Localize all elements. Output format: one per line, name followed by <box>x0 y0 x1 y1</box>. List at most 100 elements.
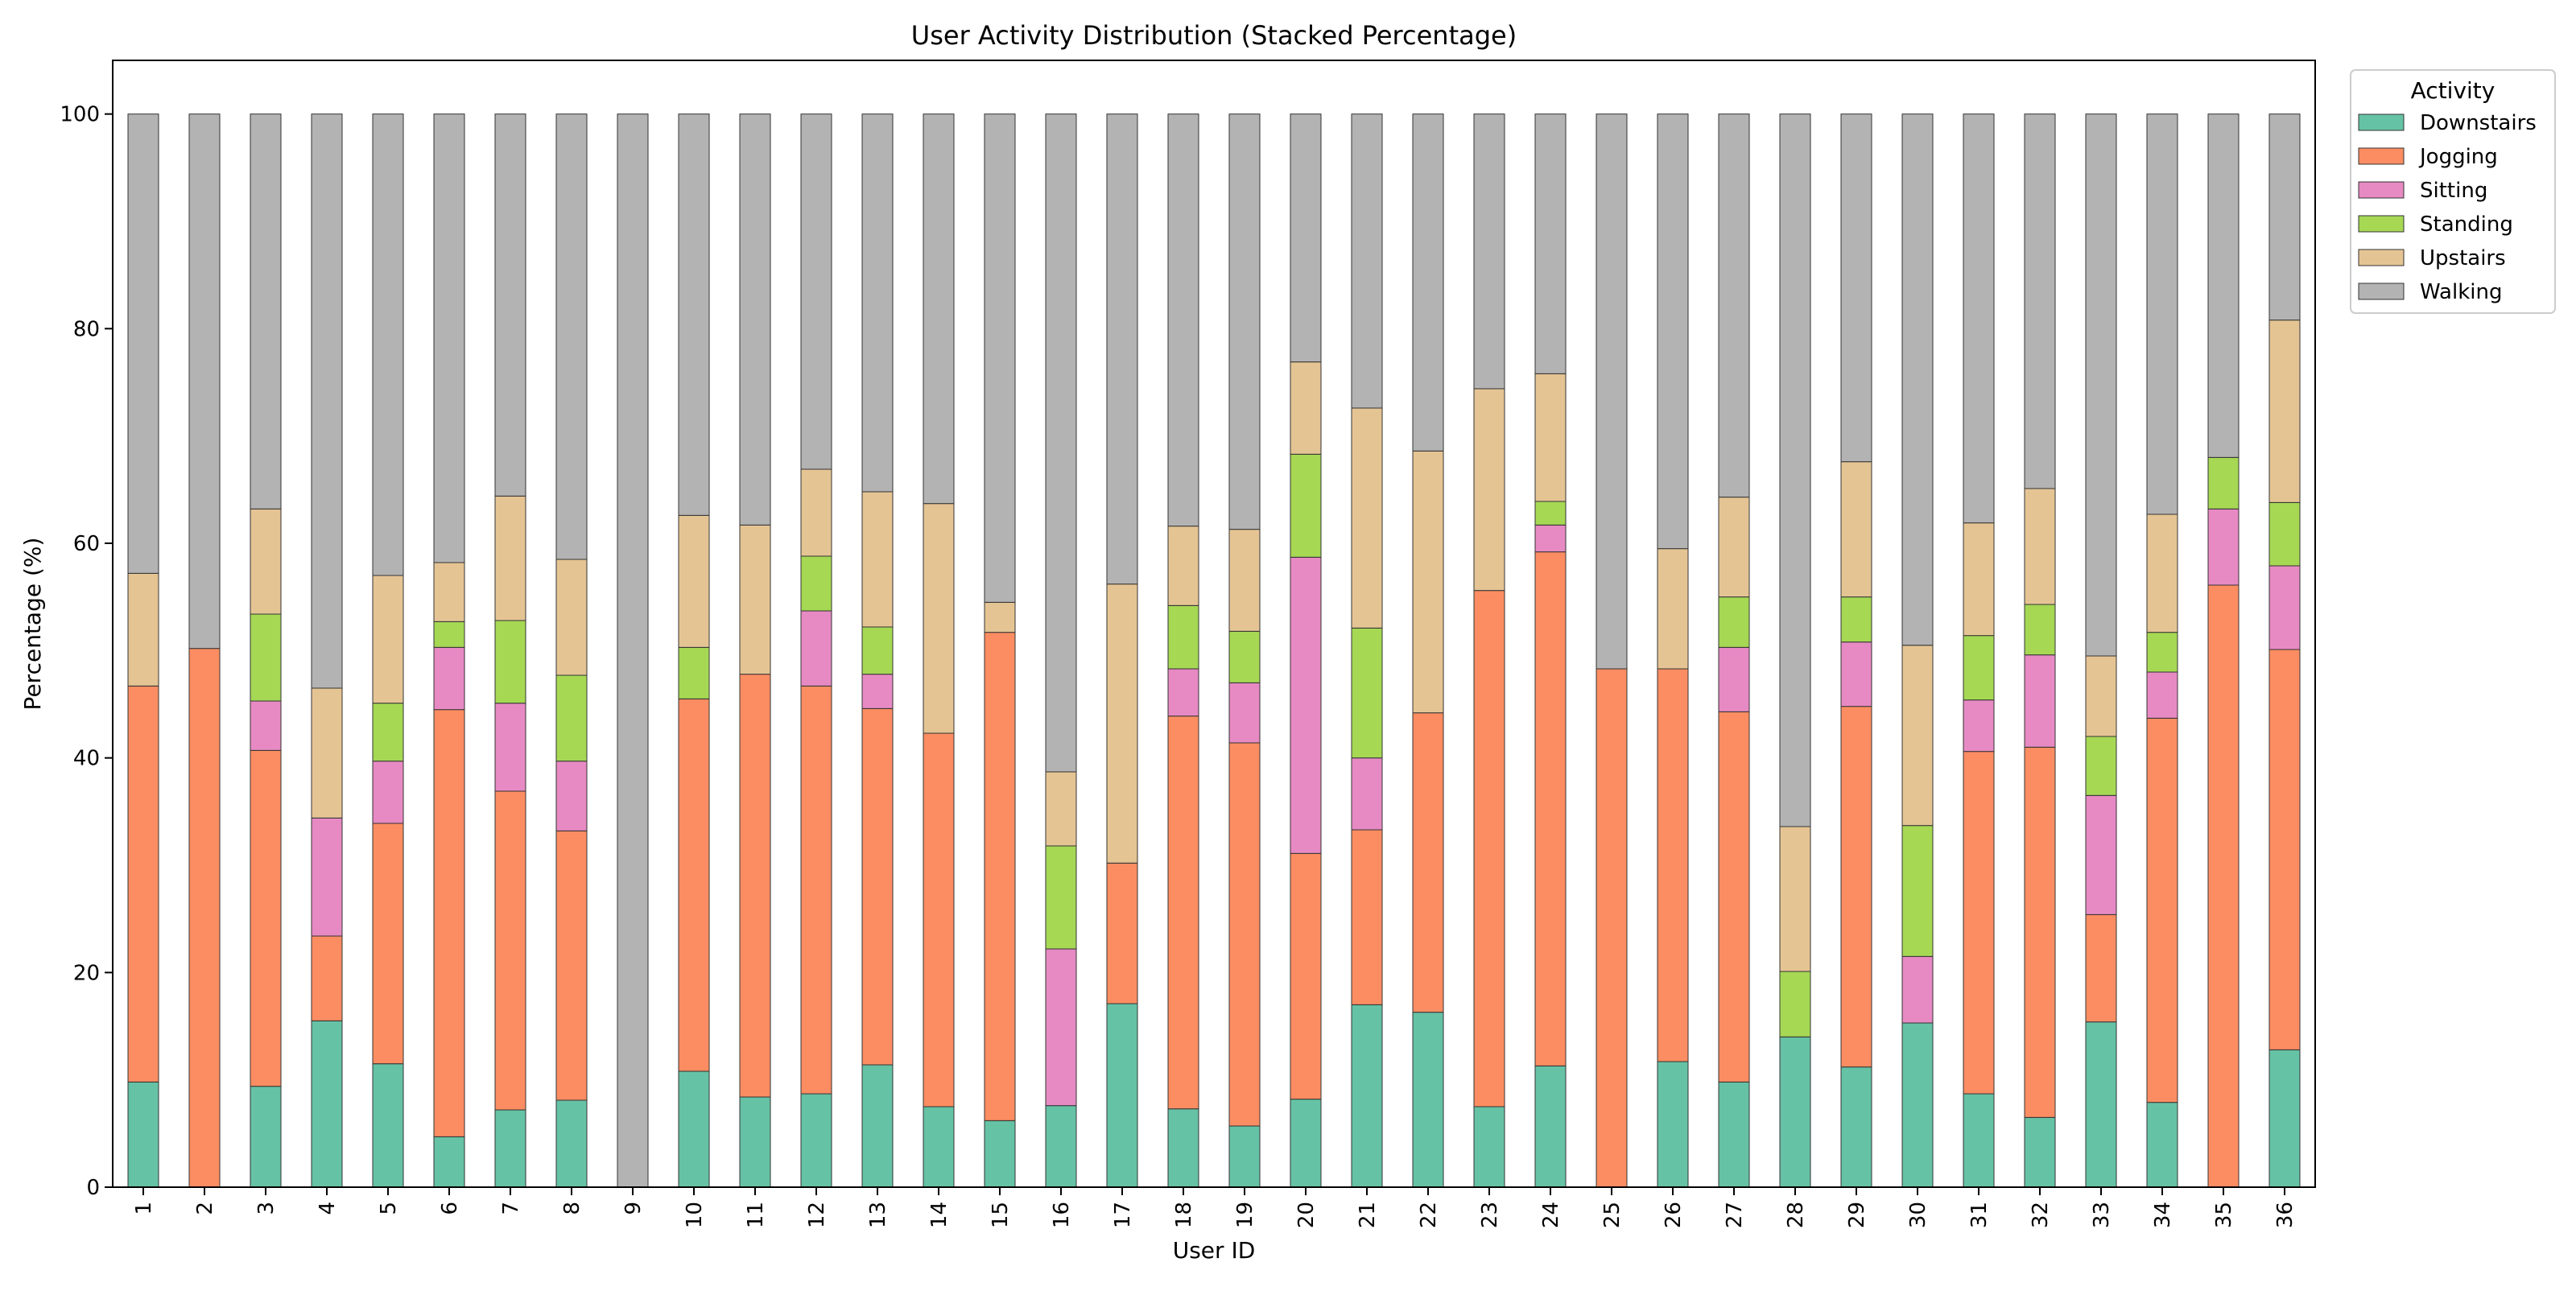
bar-segment-user-36-walking <box>2268 113 2301 321</box>
bar-segment-user-4-walking <box>311 113 343 689</box>
legend: Activity Downstairs Jogging Sitting Standin… <box>2350 69 2556 314</box>
bar-segment-user-3-downstairs <box>250 1086 282 1188</box>
x-tick-label: 26 <box>1662 1202 1686 1228</box>
bar-segment-user-7-downstairs <box>494 1109 526 1188</box>
legend-label-jogging: Jogging <box>2418 145 2498 169</box>
bar-segment-user-13-downstairs <box>861 1064 894 1188</box>
bar-segment-user-1-jogging <box>127 685 159 1083</box>
bar-segment-user-34-standing <box>2146 632 2178 673</box>
bar-segment-user-5-downstairs <box>372 1063 404 1188</box>
bar-segment-user-1-upstairs <box>127 572 159 687</box>
plot-frame <box>112 60 2316 1188</box>
x-tick-label: 27 <box>1723 1202 1747 1228</box>
bar-segment-user-25-walking <box>1596 113 1628 670</box>
bar-segment-user-18-standing <box>1167 604 1199 670</box>
bar-segment-user-34-upstairs <box>2146 514 2178 633</box>
x-tick-label: 36 <box>2273 1202 2297 1228</box>
y-tick-label: 40 <box>73 747 100 771</box>
legend-items: Downstairs Jogging Sitting Standing Upstairs… <box>2358 111 2537 304</box>
bar-segment-user-30-downstairs <box>1901 1022 1934 1188</box>
bar-segment-user-12-upstairs <box>800 468 832 557</box>
bar-segment-user-16-walking <box>1045 113 1077 773</box>
bar-segment-user-35-sitting <box>2207 508 2240 586</box>
bar-segment-user-6-standing <box>433 621 465 648</box>
bar-segment-user-30-walking <box>1901 113 1934 646</box>
x-tick-label: 24 <box>1539 1202 1563 1228</box>
bar-segment-user-6-downstairs <box>433 1136 465 1188</box>
bar-segment-user-32-walking <box>2024 113 2056 489</box>
bar-segment-user-34-sitting <box>2146 671 2178 719</box>
bar-segment-user-35-jogging <box>2207 584 2240 1188</box>
bar-segment-user-27-jogging <box>1718 711 1750 1083</box>
x-tick-label: 35 <box>2212 1202 2236 1228</box>
bar-segment-user-3-upstairs <box>250 508 282 615</box>
bar-segment-user-15-jogging <box>984 632 1016 1121</box>
bar-segment-user-33-downstairs <box>2085 1021 2117 1188</box>
bar-segment-user-8-downstairs <box>555 1099 588 1188</box>
bar-segment-user-14-walking <box>923 113 955 505</box>
bar-segment-user-28-standing <box>1779 971 1811 1037</box>
bar-segment-user-23-walking <box>1473 113 1505 390</box>
bar-segment-user-32-upstairs <box>2024 488 2056 605</box>
bar-segment-user-16-sitting <box>1045 948 1077 1107</box>
legend-swatch-sitting <box>2358 181 2405 199</box>
bar-segment-user-27-upstairs <box>1718 497 1750 598</box>
bar-segment-user-20-standing <box>1290 453 1322 558</box>
bar-segment-user-4-upstairs <box>311 687 343 819</box>
bar-segment-user-22-upstairs <box>1412 450 1444 714</box>
x-tick-label: 25 <box>1600 1202 1624 1228</box>
x-tick-label: 1 <box>132 1202 156 1215</box>
bar-segment-user-29-standing <box>1840 596 1872 643</box>
bar-segment-user-10-standing <box>678 646 710 699</box>
x-tick-label: 4 <box>316 1202 340 1215</box>
legend-label-downstairs: Downstairs <box>2420 111 2537 135</box>
bar-segment-user-5-upstairs <box>372 575 404 704</box>
bar-segment-user-31-downstairs <box>1963 1093 1995 1188</box>
bar-segment-user-33-standing <box>2085 736 2117 796</box>
x-tick-label: 18 <box>1172 1202 1196 1228</box>
bar-segment-user-13-upstairs <box>861 491 894 628</box>
legend-label-sitting: Sitting <box>2420 179 2487 203</box>
y-tick-label: 80 <box>73 317 100 341</box>
bar-segment-user-19-downstairs <box>1228 1125 1261 1188</box>
y-axis-label: Percentage (%) <box>19 538 46 711</box>
bar-segment-user-19-jogging <box>1228 742 1261 1127</box>
x-tick-label: 8 <box>560 1202 584 1215</box>
bar-segment-user-18-walking <box>1167 113 1199 527</box>
bar-segment-user-29-downstairs <box>1840 1066 1872 1188</box>
x-tick-label: 31 <box>1967 1202 1992 1228</box>
bar-segment-user-28-downstairs <box>1779 1036 1811 1188</box>
bar-segment-user-27-downstairs <box>1718 1081 1750 1188</box>
legend-swatch-jogging <box>2358 147 2405 165</box>
bar-segment-user-26-walking <box>1657 113 1689 550</box>
bar-segment-user-21-jogging <box>1351 829 1383 1005</box>
bar-segment-user-18-sitting <box>1167 668 1199 717</box>
bar-segment-user-31-walking <box>1963 113 1995 524</box>
bar-segment-user-8-sitting <box>555 761 588 831</box>
y-tick-label: 20 <box>73 961 100 985</box>
bar-segment-user-36-jogging <box>2268 649 2301 1050</box>
bar-segment-user-24-sitting <box>1534 524 1567 553</box>
x-tick-label: 34 <box>2151 1202 2175 1228</box>
bar-segment-user-17-jogging <box>1106 862 1138 1004</box>
x-tick-label: 15 <box>989 1202 1013 1228</box>
bar-segment-user-18-jogging <box>1167 716 1199 1110</box>
bar-segment-user-25-jogging <box>1596 668 1628 1188</box>
bar-segment-user-26-jogging <box>1657 668 1689 1062</box>
bar-segment-user-11-upstairs <box>739 524 771 675</box>
legend-swatch-walking <box>2358 283 2405 300</box>
bar-segment-user-15-walking <box>984 113 1016 603</box>
chart-title: User Activity Distribution (Stacked Perc… <box>911 20 1517 51</box>
bar-segment-user-29-walking <box>1840 113 1872 463</box>
bar-segment-user-3-jogging <box>250 749 282 1087</box>
bar-segment-user-3-standing <box>250 613 282 702</box>
bar-segment-user-2-walking <box>188 113 221 650</box>
legend-label-upstairs: Upstairs <box>2420 246 2506 270</box>
bars-layer <box>127 113 2301 1188</box>
bar-segment-user-2-jogging <box>188 648 221 1188</box>
bar-segment-user-3-walking <box>250 113 282 509</box>
bar-segment-user-21-walking <box>1351 113 1383 409</box>
x-tick-label: 11 <box>744 1202 768 1228</box>
